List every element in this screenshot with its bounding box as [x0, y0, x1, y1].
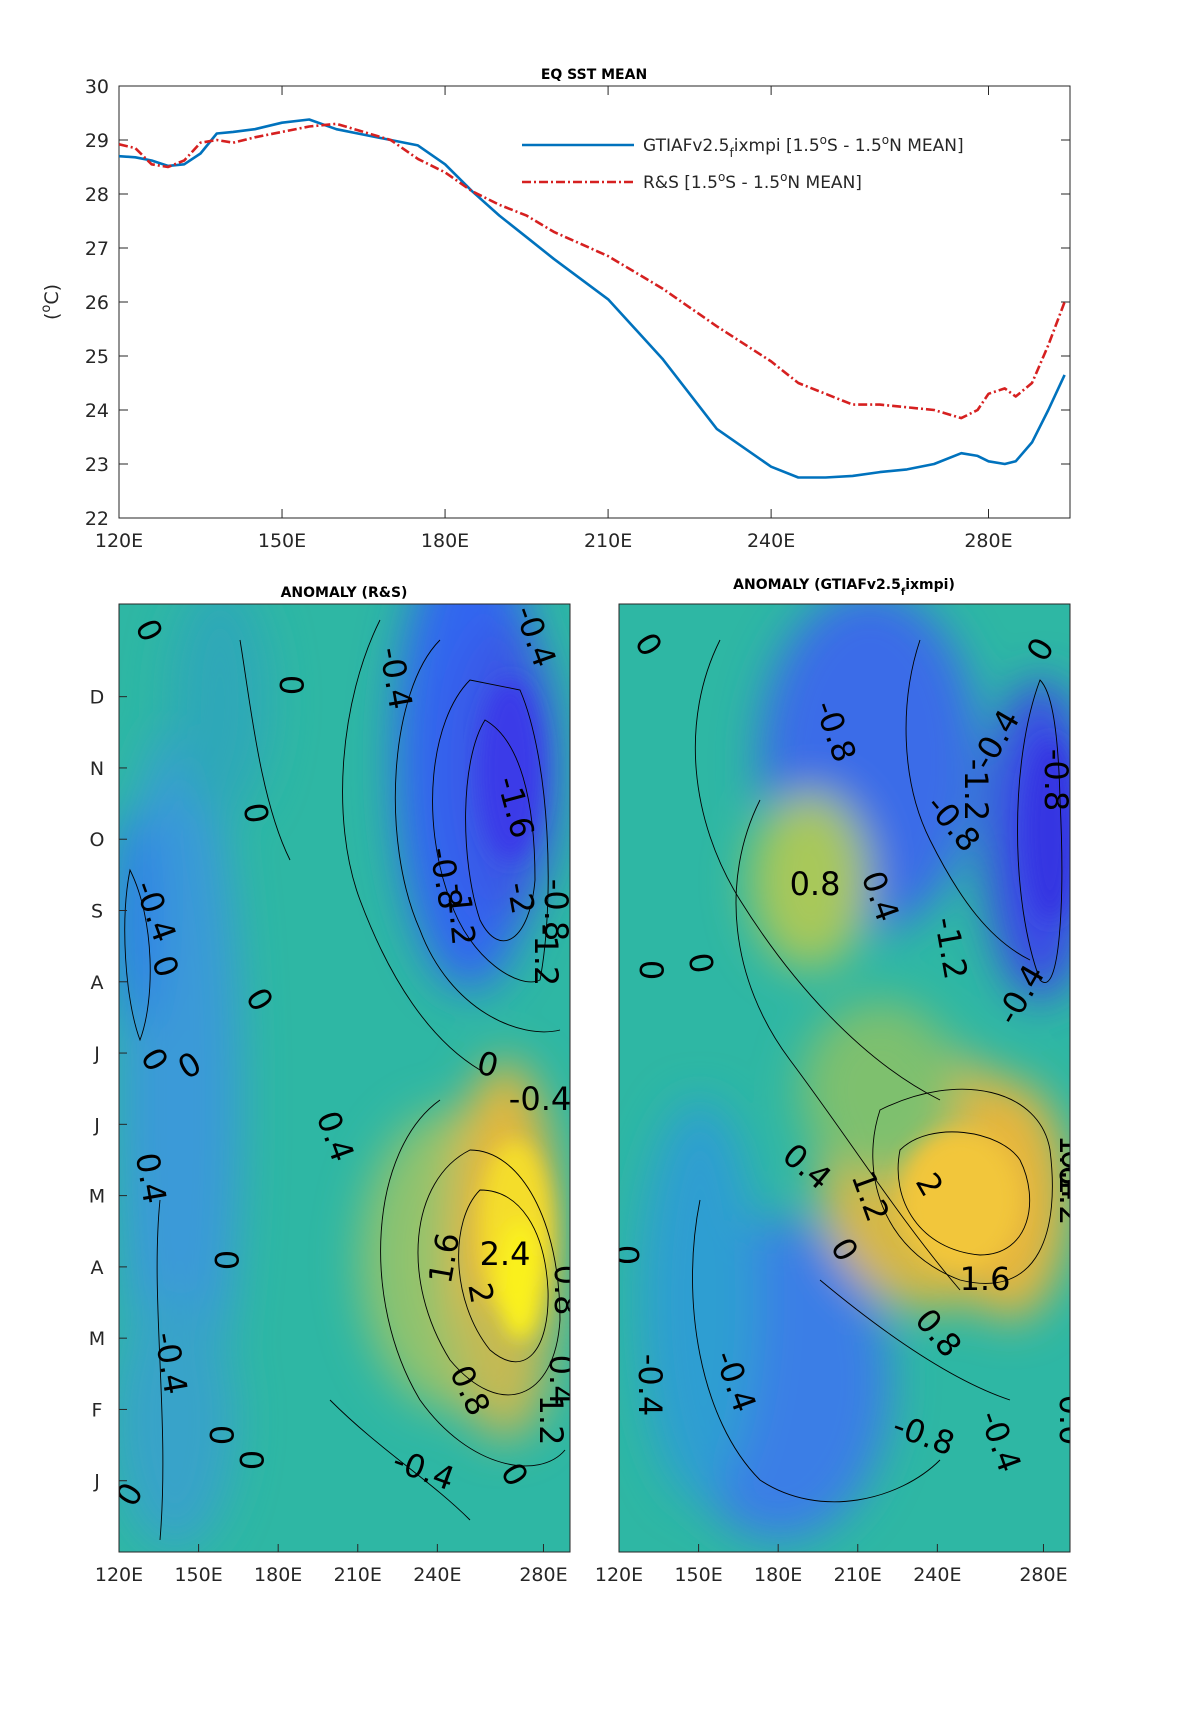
x-tick-label: 280E	[1019, 1564, 1067, 1586]
y-tick-label: 28	[85, 184, 109, 206]
contour-label: -0.8	[1037, 749, 1075, 811]
contour-label: 0.4	[542, 1355, 580, 1406]
heatmap-gtiaf: ANOMALY (GTIAFv2.5fixmpi)	[595, 577, 1092, 1586]
top-y-ticks: 22 23 24 25 26 27 28 29 30	[85, 76, 1070, 530]
contour-label: 1.6	[1052, 1135, 1090, 1186]
heatmap-rs-x-ticks: 120E 150E 180E 210E 240E 280E	[95, 1544, 568, 1586]
contour-label: 2.4	[480, 1235, 531, 1273]
contour-label: 1.6	[421, 1230, 467, 1287]
series-line-rs	[119, 122, 1066, 420]
y-tick-label: 24	[85, 400, 109, 422]
x-tick-label: 210E	[334, 1564, 382, 1586]
x-tick-label: 150E	[258, 530, 306, 552]
heatmap-rs-y-ticks: J F M A M J J A S O N D	[89, 687, 127, 1493]
x-tick-label: 240E	[413, 1564, 461, 1586]
heatmap-gtiaf-contours	[692, 639, 1063, 1503]
heatmap-rs-title: ANOMALY (R&S)	[281, 585, 408, 601]
x-tick-label: 180E	[421, 530, 469, 552]
heatmap-gtiaf-title: ANOMALY (GTIAFv2.5fixmpi)	[733, 577, 955, 598]
y-tick-label: 29	[85, 130, 109, 152]
contour-label: -0.4	[509, 1080, 571, 1118]
contour-label: 0	[609, 1245, 647, 1265]
x-tick-label: 180E	[754, 1564, 802, 1586]
contour-label: 0.8	[790, 865, 841, 903]
heatmap-rs-contour-labels: 00 -0.40-0.4-1.6-0.8-1.2 -2-0.8-1.2-0.4000…	[119, 604, 585, 1513]
contour-label: -1.2	[527, 924, 565, 986]
x-tick-label: 180E	[254, 1564, 302, 1586]
legend-label-gtiaf: GTIAFv2.5fixmpi [1.5oS - 1.5oN MEAN]	[643, 133, 964, 160]
contour-label: 1.2	[532, 1395, 570, 1446]
contour-label: 1.6	[960, 1260, 1011, 1298]
series-line-gtiaf	[119, 118, 1066, 479]
heatmap-gtiaf-x-ticks: 120E 150E 180E 210E 240E 280E	[595, 1544, 1068, 1586]
contour-label: 1.2	[1052, 1175, 1090, 1226]
contour-label: 0.8	[547, 1265, 585, 1316]
y-tick-label: 26	[85, 292, 109, 314]
x-tick-label: 210E	[584, 530, 632, 552]
x-tick-label: 120E	[595, 1564, 643, 1586]
month-tick-label: A	[91, 972, 104, 994]
legend: GTIAFv2.5fixmpi [1.5oS - 1.5oN MEAN] R&S…	[522, 133, 964, 193]
y-tick-label: 27	[85, 238, 109, 260]
contour-label: 0.0	[1052, 1395, 1090, 1446]
month-tick-label: O	[90, 829, 105, 851]
x-tick-label: 280E	[964, 530, 1012, 552]
month-tick-label: J	[93, 1114, 100, 1136]
heatmap-gtiaf-frame	[618, 603, 1071, 1553]
contour-label: 0	[272, 675, 310, 695]
top-chart-title: EQ SST MEAN	[541, 67, 647, 83]
month-tick-label: F	[92, 1399, 103, 1421]
month-tick-label: J	[93, 1043, 100, 1065]
top-y-axis-label: (oC)	[39, 284, 63, 320]
x-tick-label: 150E	[174, 1564, 222, 1586]
month-tick-label: M	[89, 1328, 105, 1350]
x-tick-label: 240E	[747, 530, 795, 552]
y-tick-label: 23	[85, 454, 109, 476]
top-x-ticks: 120E 150E 180E 210E 240E 280E	[95, 86, 1013, 552]
month-tick-label: D	[90, 687, 105, 709]
contour-label: -1.2	[957, 759, 995, 821]
x-tick-label: 120E	[95, 1564, 143, 1586]
contour-label: -1.2	[439, 881, 482, 947]
y-tick-label: 30	[85, 76, 109, 98]
contour-label: -2	[499, 879, 542, 917]
contour-label: 0	[202, 1425, 240, 1445]
y-tick-label: 22	[85, 508, 109, 530]
contour-label: 0	[207, 1250, 245, 1270]
heatmap-rs-frame	[118, 603, 571, 1553]
contour-label: 0	[232, 1450, 270, 1470]
month-tick-label: J	[93, 1471, 100, 1493]
heatmap-rs-field: 00 -0.40-0.4-1.6-0.8-1.2 -2-0.8-1.2-0.4000…	[119, 604, 585, 1552]
month-tick-label: S	[91, 900, 103, 922]
x-tick-label: 240E	[913, 1564, 961, 1586]
contour-label: 0.4	[1054, 1150, 1092, 1201]
x-tick-label: 120E	[95, 530, 143, 552]
contour-label: -0.4	[631, 1354, 669, 1416]
y-tick-label: 25	[85, 346, 109, 368]
month-tick-label: M	[89, 1186, 105, 1208]
heatmap-rs: ANOMALY (R&S)	[89, 585, 585, 1586]
heatmap-rs-contours	[124, 619, 566, 1541]
contour-label: 0	[632, 960, 670, 980]
x-tick-label: 210E	[834, 1564, 882, 1586]
contour-label: -0.8	[537, 879, 575, 941]
legend-label-rs: R&S [1.5oS - 1.5oN MEAN]	[643, 170, 862, 193]
x-tick-label: 150E	[674, 1564, 722, 1586]
heatmap-gtiaf-field: 0-0.80-0.4-0.8-1.20.8 0.4-1.2 -0.80 0 -0.41.…	[609, 604, 1092, 1552]
x-tick-label: 280E	[519, 1564, 567, 1586]
month-tick-label: N	[90, 758, 104, 780]
month-tick-label: A	[91, 1257, 104, 1279]
contour-label: 0.4	[128, 1150, 174, 1207]
